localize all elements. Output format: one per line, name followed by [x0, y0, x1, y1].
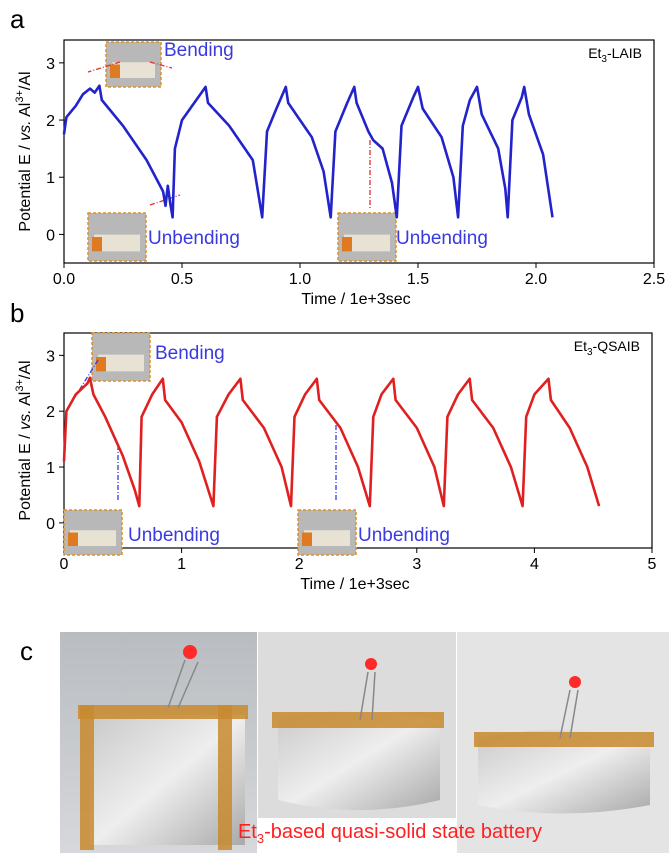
- led: [569, 676, 581, 688]
- panel-letter: b: [10, 298, 24, 328]
- y-tick-label: 1: [46, 170, 55, 187]
- plot-frame: [63, 39, 655, 264]
- y-tick-label: 0: [46, 227, 55, 244]
- inset-tape: [68, 532, 78, 546]
- x-axis-label: Time / 1e+3sec: [300, 576, 409, 593]
- y-axis-label: Potential E / vs. Al3+/Al: [14, 71, 34, 231]
- inset-tape: [96, 357, 106, 372]
- series-label: Et3-LAIB: [588, 45, 642, 65]
- inset-battery: [344, 234, 390, 252]
- tape: [474, 732, 654, 747]
- plot-frame: [63, 332, 653, 549]
- y-axis-label: Potential E / vs. Al3+/Al: [14, 360, 34, 520]
- photo-caption-part: -based quasi-solid state battery: [264, 821, 542, 843]
- data-line: [62, 84, 554, 219]
- annotation: Unbending: [358, 525, 450, 546]
- tape: [80, 705, 94, 850]
- inset-tape: [92, 237, 102, 252]
- x-tick-label: 0: [60, 556, 69, 573]
- tape: [78, 705, 248, 719]
- tape: [218, 705, 232, 850]
- y-tick-label: 0: [46, 516, 55, 533]
- y-tick-label: 2: [46, 113, 55, 130]
- y-axis-label-part: /Al: [17, 71, 34, 90]
- photo-caption-part: Et: [238, 821, 257, 843]
- x-tick-label: 0.0: [53, 271, 75, 288]
- foil-pouch: [478, 730, 650, 814]
- y-axis-label-part: Potential E /: [17, 430, 34, 521]
- x-tick-label: 3: [412, 556, 421, 573]
- inset-battery: [70, 530, 116, 546]
- annotation: Bending: [164, 40, 234, 61]
- series-label-part: Et: [574, 338, 587, 354]
- x-tick-label: 2: [295, 556, 304, 573]
- y-axis-label-part: vs.: [17, 120, 34, 140]
- y-tick-label: 3: [46, 56, 55, 73]
- x-tick-label: 1.5: [407, 271, 429, 288]
- annotation-arrow: [87, 61, 121, 73]
- panel-letter: a: [10, 4, 25, 34]
- inset-battery: [112, 62, 155, 78]
- y-tick-label: 1: [46, 460, 55, 477]
- series-label-part: 3: [587, 347, 593, 358]
- inset-tape: [110, 64, 120, 78]
- panel-letter: c: [20, 636, 33, 666]
- y-tick-label: 2: [46, 404, 55, 421]
- series-label-part: 3: [601, 54, 607, 65]
- inset-battery: [98, 354, 144, 372]
- inset-battery: [304, 530, 350, 546]
- series-label-part: -QSAIB: [593, 338, 640, 354]
- photo-panel: [60, 632, 669, 853]
- led-wire: [167, 659, 579, 739]
- y-axis-label-part: vs.: [17, 409, 34, 429]
- photo-caption-part: 3: [257, 831, 264, 846]
- x-tick-label: 2.0: [525, 271, 547, 288]
- data-line: [62, 376, 601, 508]
- annotation: Unbending: [148, 228, 240, 249]
- x-tick-label: 0.5: [171, 271, 193, 288]
- x-tick-label: 2.5: [643, 271, 665, 288]
- series-label: Et3-QSAIB: [574, 338, 640, 358]
- x-tick-label: 1: [177, 556, 186, 573]
- tape: [272, 712, 444, 728]
- annotation: Unbending: [396, 228, 488, 249]
- y-axis-label-part: Al: [17, 392, 34, 410]
- x-axis-label: Time / 1e+3sec: [301, 291, 410, 308]
- annotation: Unbending: [128, 525, 220, 546]
- annotation: Bending: [155, 343, 225, 364]
- led: [183, 645, 197, 659]
- series-label-part: -LAIB: [607, 45, 642, 61]
- y-axis-label-part: 3+: [14, 90, 26, 103]
- y-axis-label-part: 3+: [14, 379, 26, 392]
- photo-caption: Et3-based quasi-solid state battery: [238, 821, 542, 846]
- led: [365, 658, 377, 670]
- inset-battery: [94, 234, 140, 252]
- y-axis-label-part: Al: [17, 103, 34, 121]
- y-axis-label-part: /Al: [17, 360, 34, 379]
- foil-pouch: [278, 710, 440, 810]
- y-tick-label: 3: [46, 348, 55, 365]
- inset-tape: [342, 237, 352, 252]
- y-axis-label-part: Potential E /: [17, 141, 34, 232]
- x-tick-label: 1.0: [289, 271, 311, 288]
- inset-tape: [302, 532, 312, 546]
- series-label-part: Et: [588, 45, 601, 61]
- annotation-arrow: [149, 61, 173, 69]
- x-tick-label: 4: [530, 556, 539, 573]
- x-tick-label: 5: [648, 556, 657, 573]
